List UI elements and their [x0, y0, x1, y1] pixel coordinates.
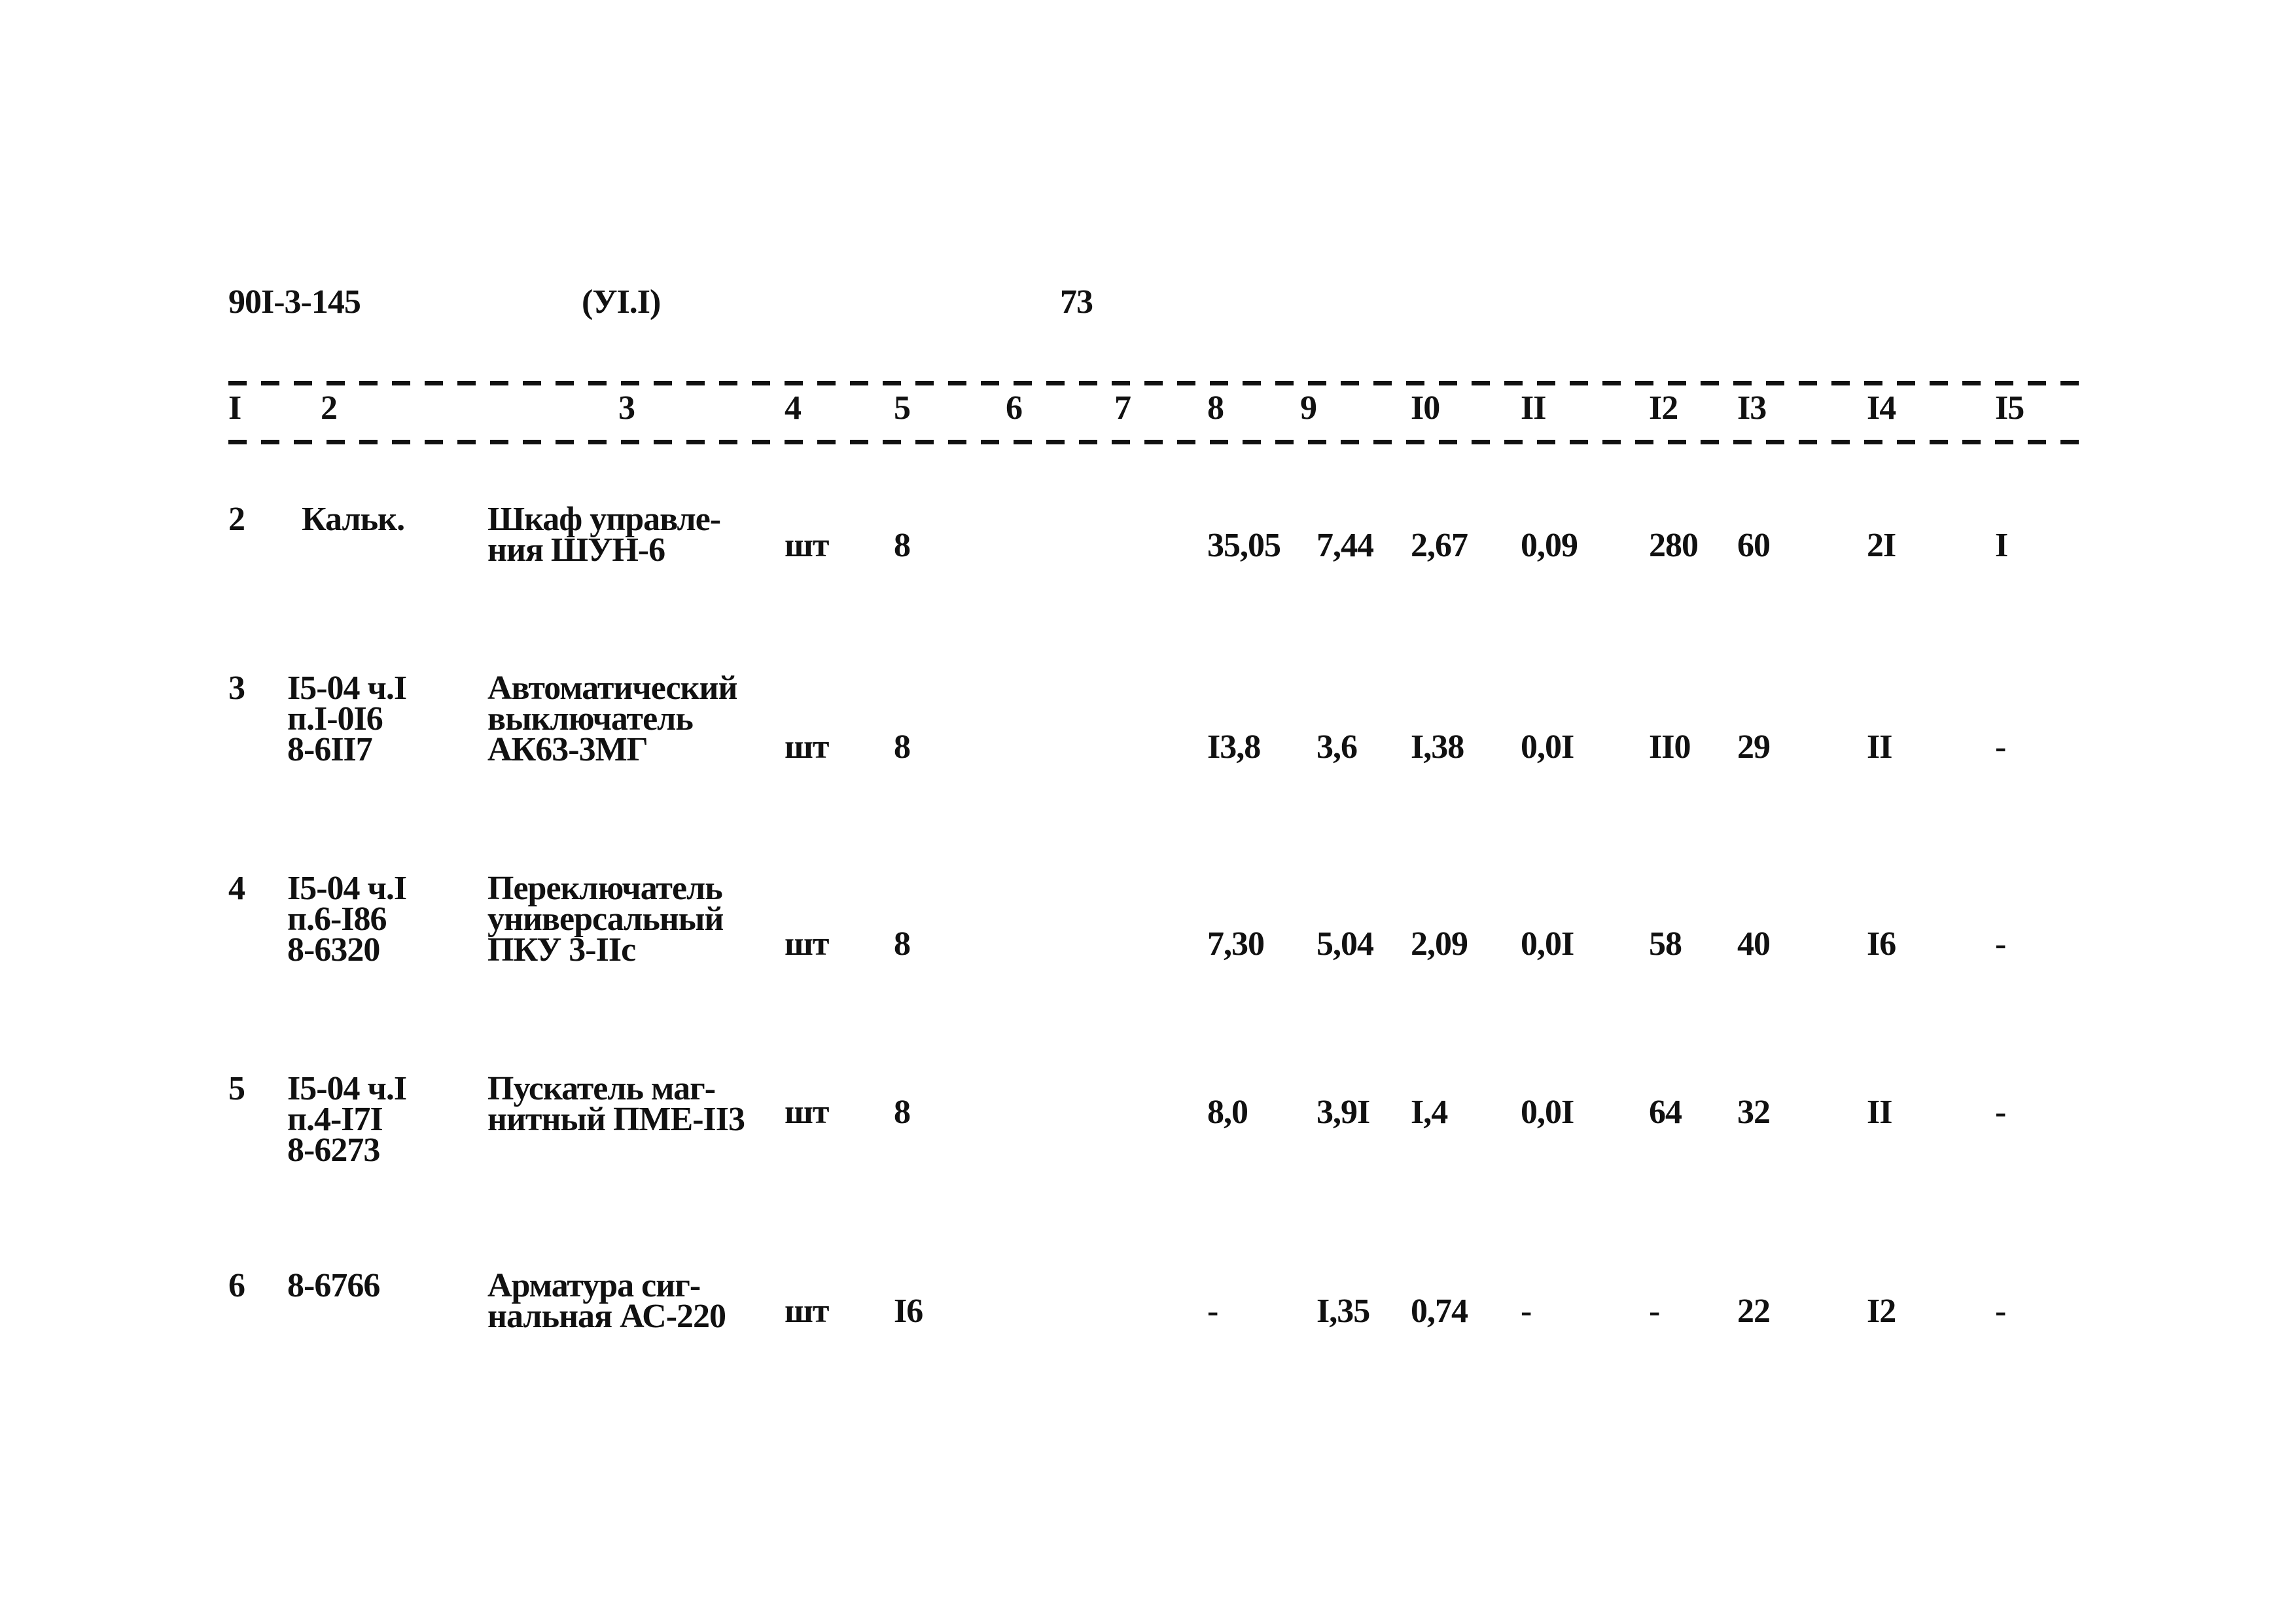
column-header-3: 3: [618, 389, 635, 427]
reference-line: Кальк.: [302, 501, 405, 538]
cell-c12: 280: [1649, 527, 1699, 564]
item-name-line: выключатель: [487, 700, 694, 738]
column-header-11: II: [1521, 389, 1546, 427]
cell-c12: II0: [1649, 728, 1691, 766]
cell-c13: 22: [1737, 1293, 1771, 1330]
column-header-2: 2: [321, 389, 338, 427]
reference-line: 8-6320: [287, 931, 380, 969]
column-header-6: 6: [1006, 389, 1023, 427]
cell-c13: 32: [1737, 1094, 1771, 1131]
cell-c14: II: [1867, 728, 1892, 766]
item-name-line: Пускатель маг-: [487, 1070, 716, 1107]
cell-c8: I3,8: [1207, 728, 1261, 766]
column-header-15: I5: [1995, 389, 2024, 427]
document-code: 90I-3-145: [228, 283, 361, 321]
cell-c11: 0,0I: [1521, 728, 1574, 766]
cell-c5: 8: [894, 527, 911, 564]
cell-c15: -: [1995, 1293, 2006, 1330]
cell-c8: 35,05: [1207, 527, 1281, 564]
row-number: 5: [228, 1070, 245, 1107]
item-name-line: Шкаф управле-: [487, 501, 721, 538]
page-number: 73: [1060, 283, 1093, 321]
cell-c11: 0,09: [1521, 527, 1578, 564]
row-number: 6: [228, 1267, 245, 1304]
cell-c15: I: [1995, 527, 2008, 564]
reference-line: п.4-I7I: [287, 1101, 383, 1138]
item-name-line: Переключатель: [487, 870, 723, 907]
cell-c10: I,4: [1411, 1094, 1448, 1131]
cell-c5: 8: [894, 728, 911, 766]
cell-c14: I6: [1867, 925, 1896, 963]
cell-c12: -: [1649, 1293, 1660, 1330]
cell-c8: 7,30: [1207, 925, 1265, 963]
cell-c13: 40: [1737, 925, 1771, 963]
column-header-14: I4: [1867, 389, 1896, 427]
column-header-12: I2: [1649, 389, 1678, 427]
item-name-line: Автоматический: [487, 669, 737, 707]
cell-c13: 29: [1737, 728, 1771, 766]
cell-c13: 60: [1737, 527, 1771, 564]
reference-line: I5-04 ч.I: [287, 1070, 407, 1107]
unit: шт: [785, 1293, 829, 1330]
reference-line: п.6-I86: [287, 901, 387, 938]
row-number: 4: [228, 870, 245, 907]
item-name-line: ПКУ 3-IIс: [487, 931, 636, 969]
cell-c9: 3,6: [1316, 728, 1358, 766]
item-name-line: универсальный: [487, 901, 724, 938]
unit: шт: [785, 527, 829, 564]
column-header-8: 8: [1207, 389, 1224, 427]
reference-line: п.I-0I6: [287, 700, 383, 738]
item-name-line: АК63-3МГ: [487, 731, 648, 768]
reference-line: I5-04 ч.I: [287, 870, 407, 907]
column-header-13: I3: [1737, 389, 1767, 427]
cell-c15: -: [1995, 728, 2006, 766]
cell-c10: 2,09: [1411, 925, 1468, 963]
column-header-10: I0: [1411, 389, 1440, 427]
item-name-line: нитный ПМЕ-II3: [487, 1101, 745, 1138]
item-name-line: нальная АС-220: [487, 1298, 726, 1335]
reference-line: 8-6766: [287, 1267, 380, 1304]
cell-c11: 0,0I: [1521, 925, 1574, 963]
column-header-1: I: [228, 389, 241, 427]
cell-c9: 5,04: [1316, 925, 1374, 963]
cell-c9: I,35: [1316, 1293, 1370, 1330]
cell-c11: 0,0I: [1521, 1094, 1574, 1131]
cell-c8: 8,0: [1207, 1094, 1248, 1131]
unit: шт: [785, 1094, 829, 1131]
unit: шт: [785, 728, 829, 766]
cell-c5: 8: [894, 925, 911, 963]
reference-line: 8-6273: [287, 1132, 380, 1169]
cell-c14: I2: [1867, 1293, 1896, 1330]
column-header-7: 7: [1114, 389, 1131, 427]
cell-c5: I6: [894, 1293, 923, 1330]
reference-line: 8-6II7: [287, 731, 373, 768]
cell-c9: 3,9I: [1316, 1094, 1370, 1131]
column-header-4: 4: [785, 389, 802, 427]
cell-c15: -: [1995, 925, 2006, 963]
item-name-line: Арматура сиг-: [487, 1267, 701, 1304]
column-header-5: 5: [894, 389, 911, 427]
header-top-rule: [228, 381, 2083, 385]
cell-c12: 64: [1649, 1094, 1682, 1131]
section-number: (УI.I): [582, 283, 661, 321]
row-number: 3: [228, 669, 245, 707]
reference-line: I5-04 ч.I: [287, 669, 407, 707]
unit: шт: [785, 925, 829, 963]
cell-c14: 2I: [1867, 527, 1896, 564]
cell-c5: 8: [894, 1094, 911, 1131]
cell-c8: -: [1207, 1293, 1218, 1330]
cell-c15: -: [1995, 1094, 2006, 1131]
header-bottom-rule: [228, 440, 2083, 444]
cell-c11: -: [1521, 1293, 1532, 1330]
cell-c10: I,38: [1411, 728, 1464, 766]
item-name-line: ния ШУН-6: [487, 531, 665, 569]
cell-c9: 7,44: [1316, 527, 1374, 564]
row-number: 2: [228, 501, 245, 538]
cell-c10: 0,74: [1411, 1293, 1468, 1330]
column-header-9: 9: [1300, 389, 1317, 427]
cell-c12: 58: [1649, 925, 1682, 963]
cell-c10: 2,67: [1411, 527, 1468, 564]
cell-c14: II: [1867, 1094, 1892, 1131]
